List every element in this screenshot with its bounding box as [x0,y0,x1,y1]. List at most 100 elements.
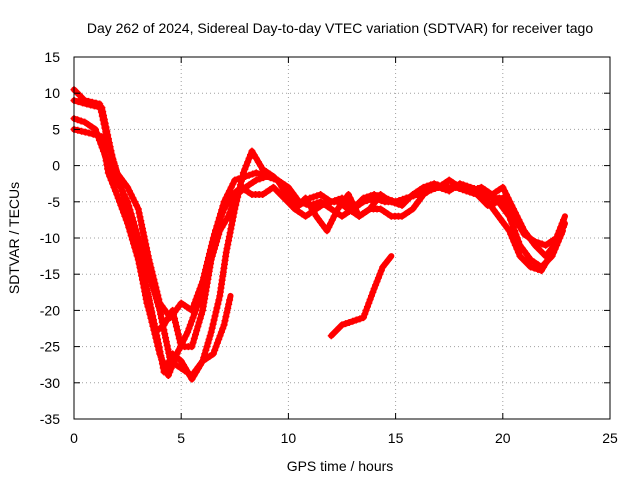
data-point [259,165,267,173]
data-point [171,353,179,361]
data-point [208,238,216,246]
data-point [138,275,146,283]
data-point [211,346,219,354]
data-point [324,195,332,203]
data-point [110,183,118,191]
data-point [125,224,133,232]
data-point [203,343,211,351]
data-point [524,233,532,241]
data-point [153,287,161,295]
x-tick-label: 25 [602,430,618,446]
data-point [244,188,252,196]
series-track-6 [327,253,395,340]
data-point [320,193,328,201]
data-point [100,115,108,123]
data-point [214,300,222,308]
data-point [477,187,485,195]
data-point [105,144,113,151]
data-point [276,180,284,188]
data-point [125,202,133,210]
data-point [160,326,168,334]
data-point [209,320,217,328]
data-point [193,292,201,300]
data-point [252,176,260,184]
data-point [241,165,249,173]
data-point [170,357,178,365]
data-point [402,194,410,202]
data-point [373,277,381,285]
data-point [131,222,139,230]
data-point [370,191,378,199]
data-point [229,201,237,209]
data-point [197,281,205,289]
data-point [367,292,375,300]
data-point [211,230,219,238]
data-point [136,264,144,272]
data-point [204,339,212,347]
data-point [516,223,524,231]
data-point [520,230,528,238]
data-point [173,350,181,358]
data-point [392,198,400,206]
data-point [406,193,414,201]
data-point [143,299,151,307]
data-point [377,205,385,213]
data-point [352,316,360,324]
data-point [376,270,384,278]
data-point [502,191,510,199]
data-point [338,212,346,220]
data-point [87,101,95,109]
data-point [291,205,299,213]
data-point [367,192,375,200]
data-point [222,216,230,224]
data-point [132,226,140,234]
data-point [209,350,217,358]
x-tick-label: 10 [281,430,297,446]
data-point [284,194,292,202]
data-point [226,296,234,304]
data-point [94,131,102,139]
data-point [370,285,378,293]
data-point [282,191,290,199]
data-point [74,116,82,124]
data-point [118,187,126,195]
data-point [270,175,278,183]
data-point [362,306,370,314]
data-point [288,197,296,205]
data-point [127,210,135,218]
data-point [178,339,186,347]
data-point [262,188,270,196]
data-point [215,296,223,304]
data-point [196,314,204,322]
data-point [224,191,232,199]
data-point [181,367,189,375]
data-point [140,232,148,240]
data-point [220,321,228,329]
data-point [114,194,122,202]
data-point [197,310,205,318]
data-point [338,321,346,329]
data-point [127,191,135,199]
data-point [398,212,406,220]
data-point [221,317,229,325]
data-point [149,322,157,330]
data-point [413,191,421,199]
data-point [121,212,129,220]
data-point [151,330,159,338]
data-point [302,212,310,220]
data-point [417,189,425,197]
data-point [377,193,385,201]
data-point [331,197,339,205]
data-point [208,324,216,332]
data-point [138,221,146,229]
data-point [146,310,154,318]
data-point [163,341,171,349]
data-point [207,242,215,250]
data-point [89,130,97,138]
data-point [152,334,160,342]
series-track-5 [104,140,568,322]
data-point [171,318,179,326]
data-point [355,212,363,220]
data-point [130,218,138,226]
data-point [492,188,500,196]
